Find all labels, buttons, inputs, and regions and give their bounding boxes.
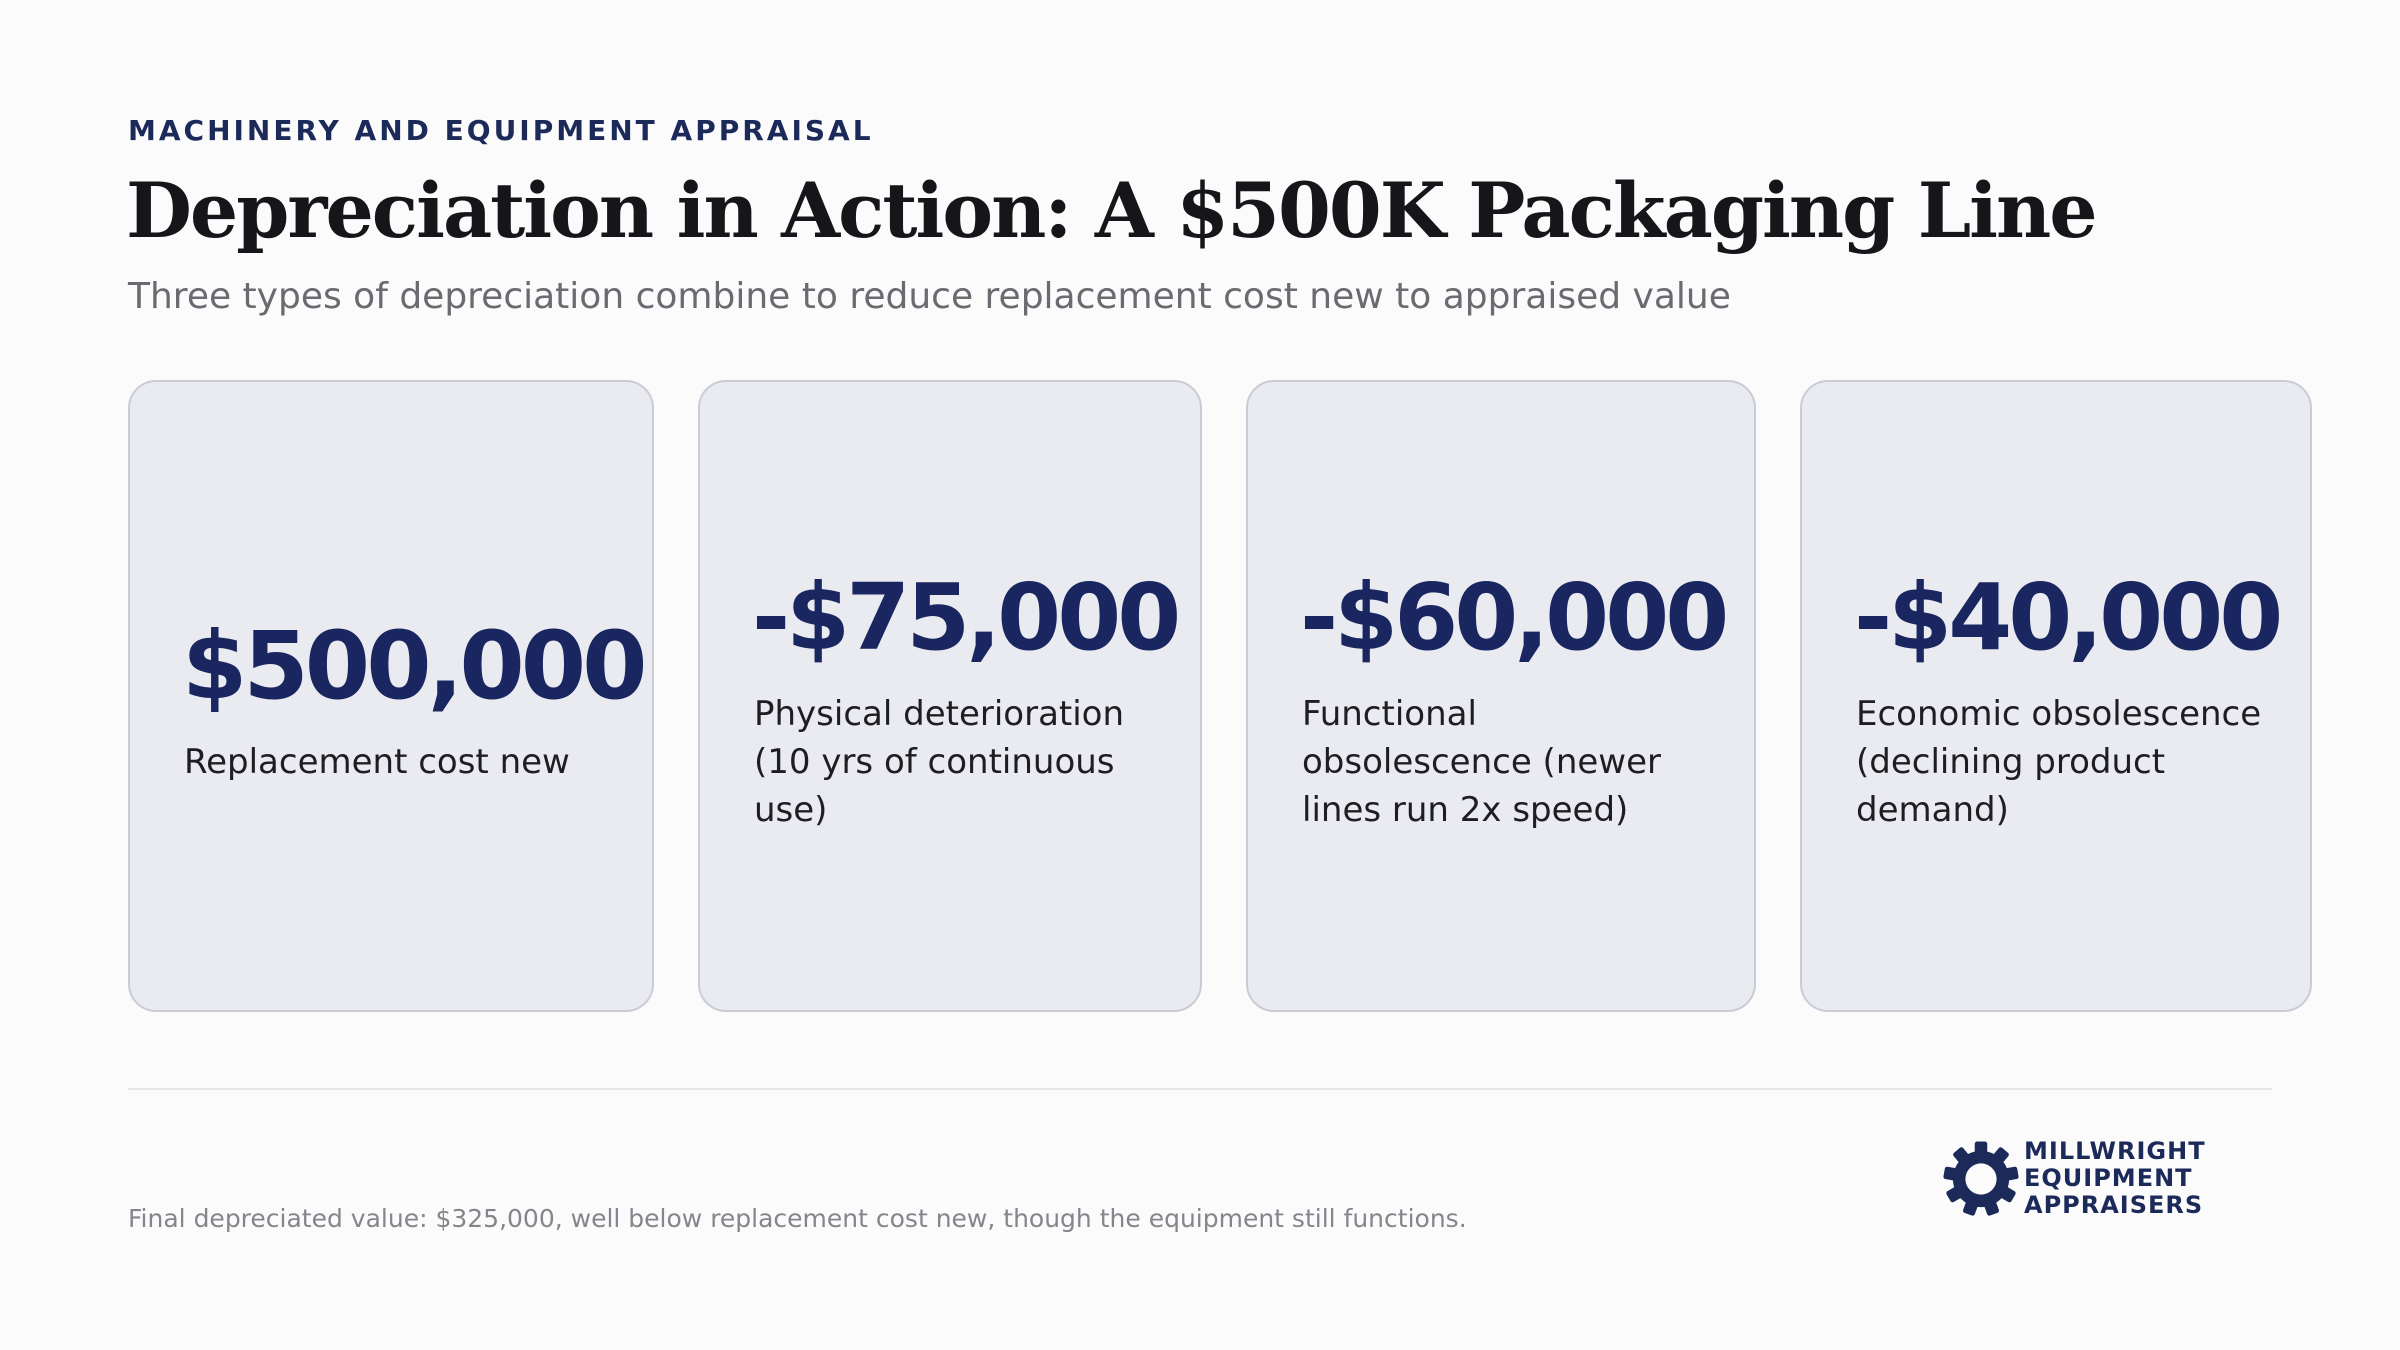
footer-divider bbox=[128, 1088, 2272, 1090]
card-value: -$75,000 bbox=[752, 564, 1181, 671]
card-value: $500,000 bbox=[182, 612, 648, 721]
card-label: Economic obsolescence (declining product… bbox=[1856, 694, 2262, 830]
gear-icon bbox=[1943, 1141, 2019, 1216]
card-value: -$40,000 bbox=[1854, 564, 2283, 671]
card-label: Functional obsolescence (newer lines run… bbox=[1302, 694, 1661, 830]
footnote: Final depreciated value: $325,000, well … bbox=[128, 1204, 1467, 1233]
card-economic-obsolescence: -$40,000 Economic obsolescence (declinin… bbox=[1800, 380, 2312, 1012]
depreciation-cards: $500,000 Replacement cost new -$75,000 P… bbox=[0, 380, 2400, 1016]
logo-line: APPRAISERS bbox=[2024, 1191, 2204, 1219]
card-physical-deterioration: -$75,000 Physical deterioration (10 yrs … bbox=[698, 380, 1202, 1012]
card-value: -$60,000 bbox=[1300, 564, 1729, 671]
card-functional-obsolescence: -$60,000 Functional obsolescence (newer … bbox=[1246, 380, 1756, 1012]
logo-line: EQUIPMENT bbox=[2024, 1164, 2193, 1192]
logo-line: MILLWRIGHT bbox=[2024, 1137, 2206, 1165]
card-label: Physical deterioration (10 yrs of contin… bbox=[754, 694, 1125, 830]
page-subtitle: Three types of depreciation combine to r… bbox=[128, 276, 1731, 317]
card-label: Replacement cost new bbox=[184, 742, 570, 782]
logo-wordmark: MILLWRIGHT EQUIPMENT APPRAISERS bbox=[2024, 1138, 2206, 1219]
eyebrow-label: MACHINERY AND EQUIPMENT APPRAISAL bbox=[128, 114, 874, 147]
company-logo: MILLWRIGHT EQUIPMENT APPRAISERS bbox=[1942, 1136, 2242, 1222]
card-replacement-cost: $500,000 Replacement cost new bbox=[128, 380, 654, 1012]
page-title: Depreciation in Action: A $500K Packagin… bbox=[126, 166, 2098, 255]
